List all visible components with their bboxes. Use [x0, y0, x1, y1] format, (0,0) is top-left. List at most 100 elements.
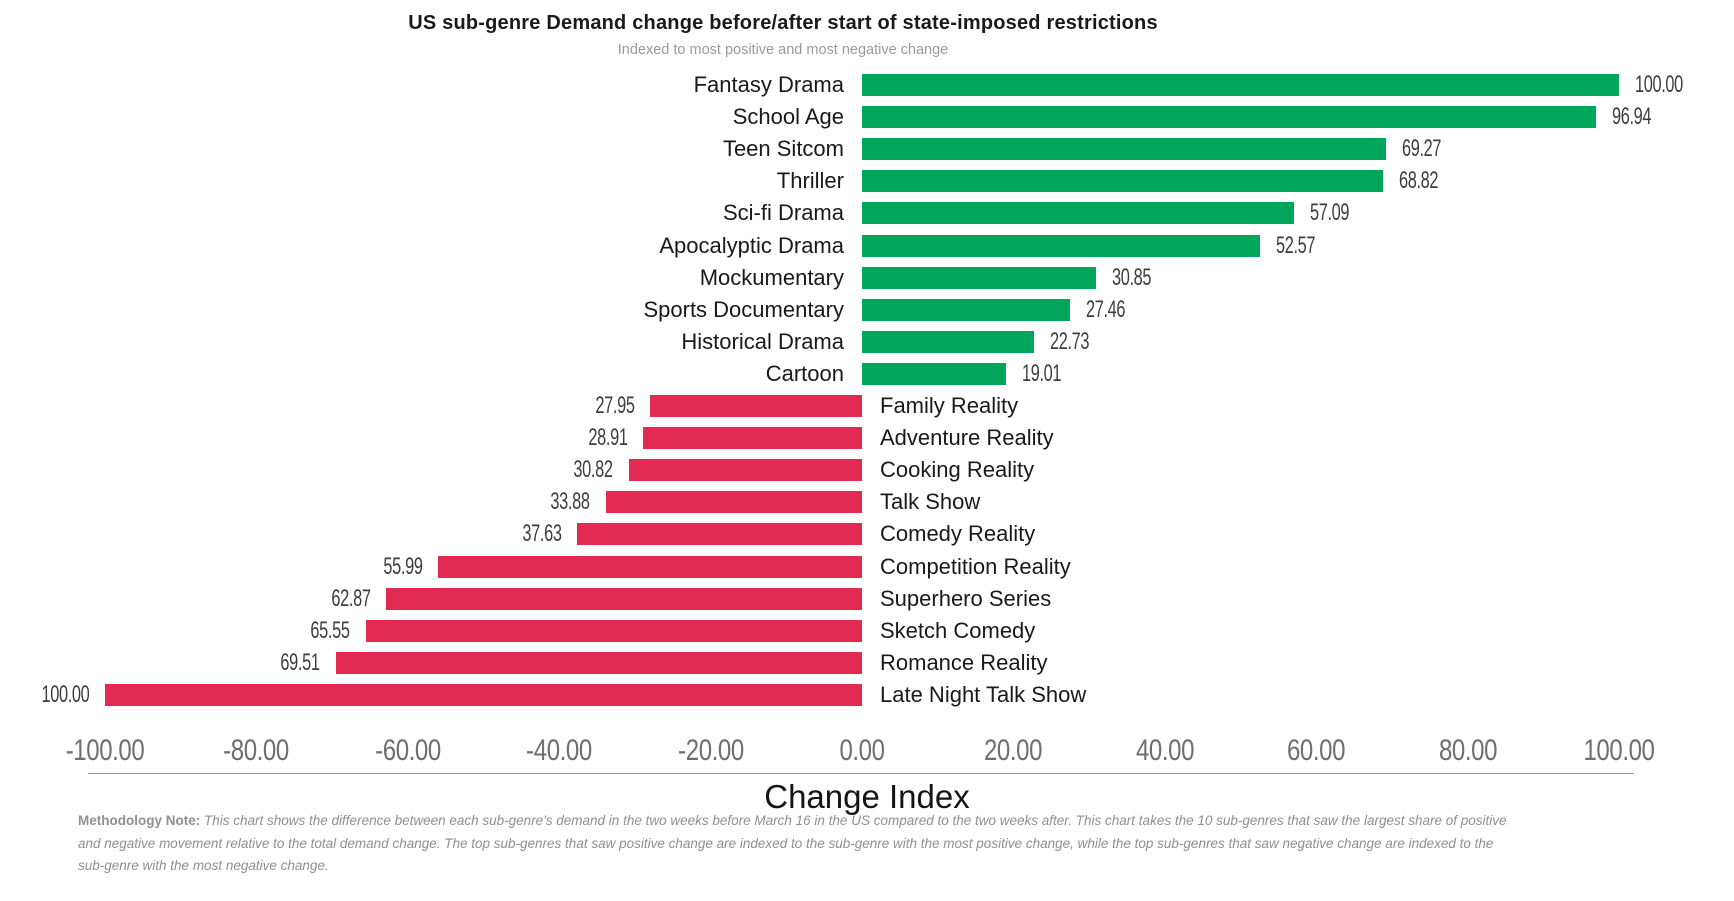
chart-title: US sub-genre Demand change before/after …	[408, 12, 1158, 34]
category-label: Sports Documentary	[643, 296, 844, 322]
bar-row: Cartoon 19.01	[0, 359, 1734, 387]
methodology-note-label: Methodology Note:	[78, 813, 201, 828]
bar-row: Superhero Series 62.87	[0, 584, 1734, 612]
negative-bar	[628, 459, 862, 482]
value-label: 30.82	[573, 456, 613, 484]
positive-bar	[862, 298, 1070, 321]
category-label: Cooking Reality	[880, 457, 1035, 483]
value-label: 62.87	[330, 584, 371, 612]
x-axis-line	[88, 773, 1634, 774]
bar-row: Sketch Comedy 65.55	[0, 616, 1734, 644]
category-label: Comedy Reality	[880, 521, 1036, 547]
positive-bar	[862, 202, 1295, 225]
bar-row: Talk Show 33.88	[0, 488, 1734, 516]
category-label: Mockumentary	[699, 264, 844, 290]
x-tick-label: -20.00	[677, 734, 744, 767]
chart-subtitle: Indexed to most positive and most negati…	[617, 42, 949, 58]
x-tick-label: 40.00	[1135, 734, 1194, 767]
value-label: 28.91	[588, 424, 628, 452]
x-tick-label: -100.00	[65, 734, 145, 767]
bar-row: Mockumentary 30.85	[0, 263, 1734, 291]
positive-bar	[862, 330, 1035, 353]
bar-row: Sci-fi Drama 57.09	[0, 199, 1734, 227]
value-label: 19.01	[1021, 359, 1062, 387]
x-axis: -100.00 -80.00 -60.00 -40.00 -20.00 0.00 20.00…	[0, 734, 1734, 770]
positive-bar	[862, 74, 1619, 96]
negative-bar	[577, 523, 862, 546]
x-tick-label: 20.00	[984, 734, 1043, 767]
bar-row: Competition Reality 55.99	[0, 552, 1734, 580]
value-label: 57.09	[1310, 199, 1350, 227]
category-label: Thriller	[776, 168, 844, 194]
value-label: 68.82	[1398, 167, 1439, 195]
bar-row: Apocalyptic Drama 52.57	[0, 231, 1734, 259]
bar-row: Historical Drama 22.73	[0, 327, 1734, 355]
positive-bar	[862, 234, 1260, 257]
category-label: Superhero Series	[880, 585, 1052, 611]
x-tick-label: -40.00	[526, 734, 593, 767]
x-tick-label: 60.00	[1287, 734, 1346, 767]
bar-row: Adventure Reality 28.91	[0, 424, 1734, 452]
category-label: School Age	[732, 104, 844, 130]
category-label: Apocalyptic Drama	[659, 232, 844, 258]
value-label: 69.51	[280, 648, 320, 676]
value-label: 27.95	[595, 392, 635, 419]
x-axis-title: Change Index	[764, 778, 970, 815]
category-label: Late Night Talk Show	[880, 681, 1087, 707]
category-label: Family Reality	[880, 393, 1019, 418]
value-label: 100.00	[41, 680, 89, 708]
x-tick-label: 100.00	[1583, 734, 1655, 767]
positive-bar	[862, 266, 1096, 289]
x-tick-label: 80.00	[1438, 734, 1497, 767]
negative-bar	[386, 587, 862, 610]
x-tick-label: -60.00	[374, 734, 441, 767]
negative-bar	[605, 491, 862, 514]
bar-row: Teen Sitcom 69.27	[0, 135, 1734, 163]
negative-bar	[643, 427, 862, 450]
category-label: Competition Reality	[880, 553, 1071, 579]
bar-row: Romance Reality 69.51	[0, 648, 1734, 676]
methodology-note: Methodology Note: This chart shows the d…	[78, 810, 1508, 878]
negative-bar	[650, 395, 862, 417]
value-label: 22.73	[1050, 327, 1090, 355]
negative-bar	[365, 619, 862, 642]
category-label: Talk Show	[880, 489, 981, 515]
bar-row: Thriller 68.82	[0, 167, 1734, 195]
value-label: 27.46	[1085, 295, 1126, 323]
bar-row: School Age 96.94	[0, 103, 1734, 131]
category-label: Teen Sitcom	[722, 136, 844, 162]
x-tick-label: 0.00	[839, 734, 885, 767]
positive-bar	[862, 170, 1383, 193]
negative-bar	[438, 555, 862, 578]
positive-bar	[862, 138, 1387, 161]
value-label: 69.27	[1402, 135, 1442, 163]
category-label: Cartoon	[765, 360, 844, 386]
category-label: Adventure Reality	[880, 425, 1054, 451]
category-label: Romance Reality	[880, 649, 1048, 675]
negative-bar	[335, 651, 862, 674]
bar-row: Sports Documentary 27.46	[0, 295, 1734, 323]
value-label: 96.94	[1611, 103, 1651, 131]
positive-bar	[862, 106, 1596, 129]
category-label: Sketch Comedy	[880, 617, 1036, 643]
bar-row: Comedy Reality 37.63	[0, 520, 1734, 548]
value-label: 37.63	[522, 520, 562, 548]
methodology-note-body: This chart shows the difference between …	[78, 813, 1507, 873]
x-tick-label: -80.00	[223, 734, 290, 767]
positive-bar	[862, 362, 1006, 385]
bar-row: Family Reality 27.95	[0, 392, 1734, 419]
bar-row: Fantasy Drama 100.00	[0, 71, 1734, 98]
bar-row: Late Night Talk Show 100.00	[0, 680, 1734, 708]
value-label: 30.85	[1111, 263, 1151, 291]
negative-bar	[105, 683, 862, 706]
value-label: 65.55	[310, 616, 350, 644]
bar-row: Cooking Reality 30.82	[0, 456, 1734, 484]
value-label: 52.57	[1275, 231, 1316, 259]
category-label: Sci-fi Drama	[722, 200, 844, 226]
category-label: Historical Drama	[681, 328, 844, 354]
category-label: Fantasy Drama	[693, 72, 844, 97]
value-label: 33.88	[550, 488, 590, 516]
value-label: 55.99	[383, 552, 423, 580]
